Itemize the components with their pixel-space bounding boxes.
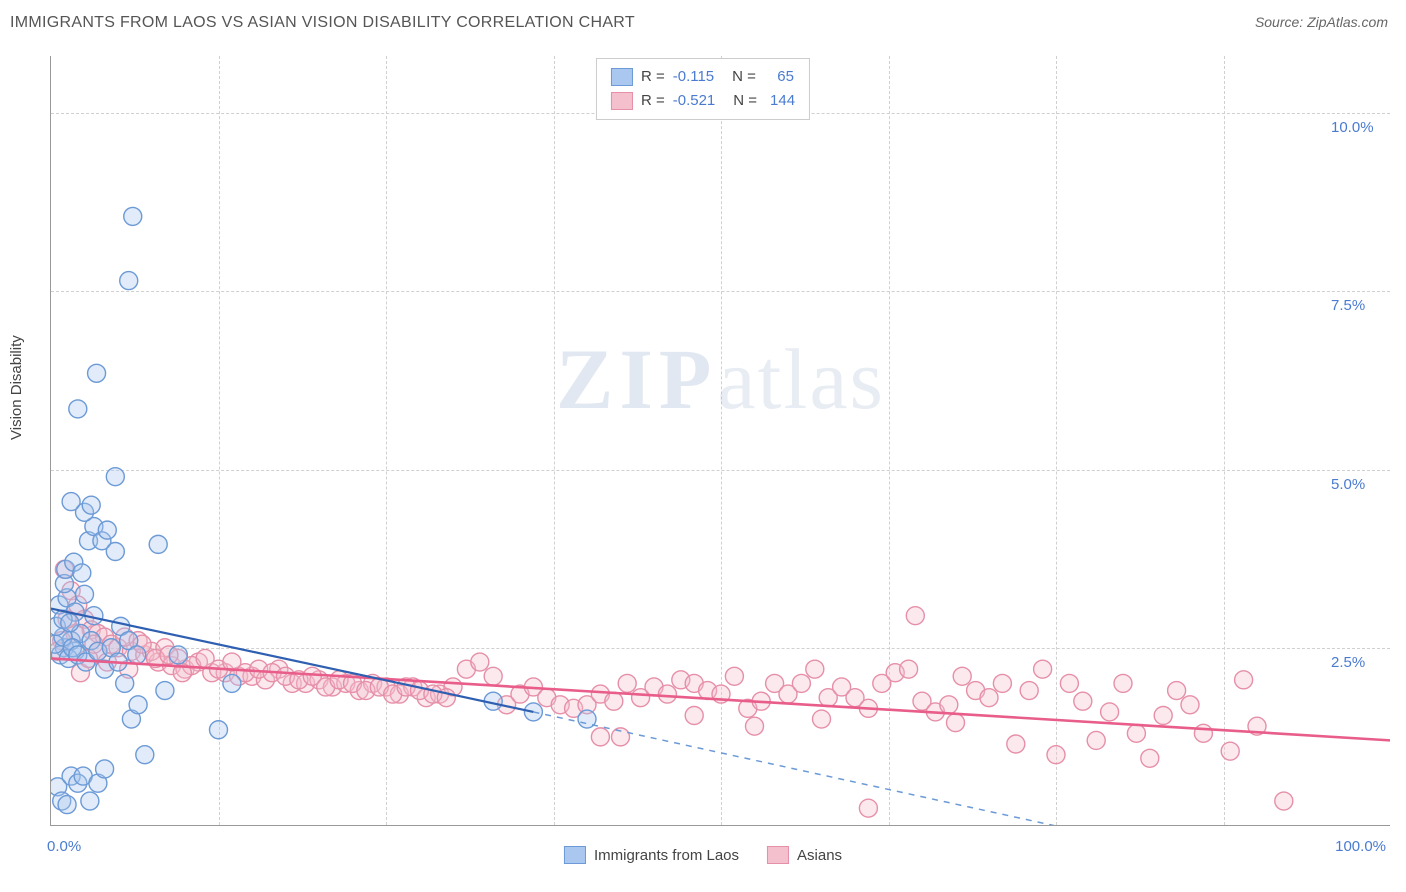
scatter-svg xyxy=(51,56,1390,825)
swatch-bottom-1 xyxy=(767,846,789,864)
n-label: N = xyxy=(732,65,756,89)
chart-title: IMMIGRANTS FROM LAOS VS ASIAN VISION DIS… xyxy=(10,14,635,32)
source-name: ZipAtlas.com xyxy=(1307,14,1388,30)
source-label: Source: xyxy=(1255,14,1307,30)
series-name-1: Asians xyxy=(797,847,842,864)
n-value-1: 144 xyxy=(765,89,795,113)
source-attribution: Source: ZipAtlas.com xyxy=(1255,14,1388,30)
r-label: R = xyxy=(641,89,665,113)
series-legend: Immigrants from Laos Asians xyxy=(564,846,842,864)
legend-row-series-0: R = -0.115 N = 65 xyxy=(611,65,795,89)
swatch-bottom-0 xyxy=(564,846,586,864)
n-label: N = xyxy=(733,89,757,113)
y-axis-label: Vision Disability xyxy=(8,335,25,440)
swatch-series-0 xyxy=(611,68,633,86)
n-value-0: 65 xyxy=(764,65,794,89)
r-value-1: -0.521 xyxy=(673,89,716,113)
swatch-series-1 xyxy=(611,92,633,110)
legend-item-0: Immigrants from Laos xyxy=(564,846,739,864)
series-name-0: Immigrants from Laos xyxy=(594,847,739,864)
x-tick-label: 0.0% xyxy=(47,838,81,855)
r-value-0: -0.115 xyxy=(673,65,714,89)
legend-row-series-1: R = -0.521 N = 144 xyxy=(611,89,795,113)
r-label: R = xyxy=(641,65,665,89)
correlation-legend: R = -0.115 N = 65 R = -0.521 N = 144 xyxy=(596,58,810,120)
legend-item-1: Asians xyxy=(767,846,842,864)
x-tick-label: 100.0% xyxy=(1335,838,1386,855)
chart-plot-area: ZIPatlas 2.5%5.0%7.5%10.0%0.0%100.0% xyxy=(50,56,1390,826)
